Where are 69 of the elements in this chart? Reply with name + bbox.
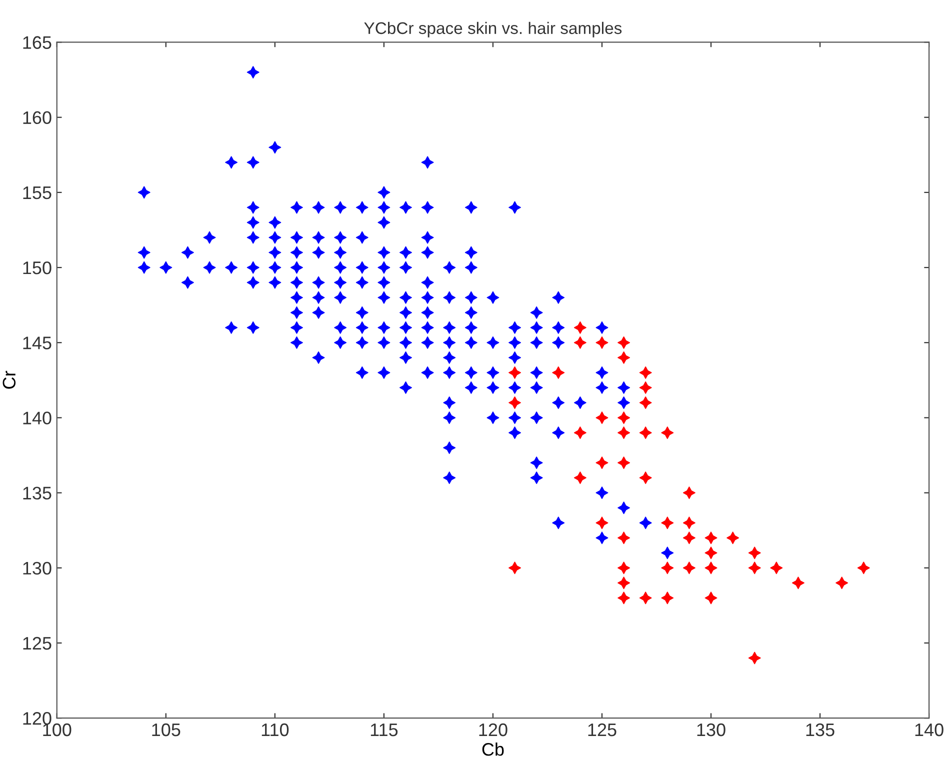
point [682, 532, 696, 544]
point [639, 381, 652, 394]
x-tick-label: 125 [588, 723, 616, 736]
y-tick-label: 140 [23, 412, 52, 424]
point [726, 532, 740, 544]
point [618, 426, 630, 439]
point [596, 411, 608, 424]
point [618, 562, 630, 574]
point [639, 366, 652, 379]
y-tick-label: 120 [23, 712, 52, 725]
point [574, 426, 586, 439]
point [661, 426, 674, 439]
point [792, 576, 804, 590]
point [857, 562, 870, 574]
point [748, 652, 761, 664]
x-tick-label: 115 [370, 724, 398, 736]
point [748, 546, 761, 560]
point [661, 592, 674, 604]
point [661, 516, 674, 530]
x-tick-label: 135 [806, 723, 834, 736]
point [618, 351, 630, 364]
point [618, 576, 630, 590]
y-tick-label: 155 [23, 186, 52, 200]
point [704, 546, 718, 560]
point [639, 426, 652, 439]
point [661, 562, 674, 574]
point [639, 472, 652, 484]
point [552, 366, 565, 379]
y-tick-label: 145 [23, 336, 52, 350]
point [682, 562, 696, 574]
point [508, 396, 521, 409]
x-tick-label: 140 [915, 723, 944, 736]
point [770, 562, 783, 574]
x-axis-title: Cb [482, 742, 504, 756]
point [639, 592, 652, 604]
point [574, 336, 586, 349]
y-tick-label: 165 [23, 36, 52, 49]
y-tick-label: 130 [23, 562, 52, 575]
y-tick-label: 150 [23, 261, 52, 274]
point [682, 486, 696, 500]
x-tick-label: 105 [152, 723, 180, 736]
point [508, 366, 521, 379]
point [574, 472, 586, 484]
x-tick-label: 100 [43, 723, 72, 736]
y-tick-label: 135 [23, 486, 52, 500]
x-tick-label: 130 [697, 723, 726, 736]
point [618, 532, 630, 544]
point [682, 516, 696, 530]
point [596, 456, 608, 469]
y-tick-label: 125 [23, 636, 52, 650]
point [618, 336, 630, 349]
point [508, 562, 521, 574]
x-tick-label: 120 [479, 723, 508, 736]
point [639, 396, 652, 409]
point [836, 576, 848, 590]
point [748, 562, 761, 574]
point [618, 592, 630, 604]
point [618, 411, 630, 424]
point [596, 336, 608, 349]
point [704, 532, 718, 544]
point [704, 592, 718, 604]
point [704, 562, 718, 574]
point [574, 321, 586, 334]
x-tick-label: 110 [262, 723, 289, 736]
point [596, 516, 608, 530]
y-axis-title: Cr [2, 370, 16, 389]
chart-title: YCbCr space skin vs. hair samples [364, 22, 622, 38]
point [618, 456, 630, 469]
y-tick-label: 160 [23, 111, 52, 124]
